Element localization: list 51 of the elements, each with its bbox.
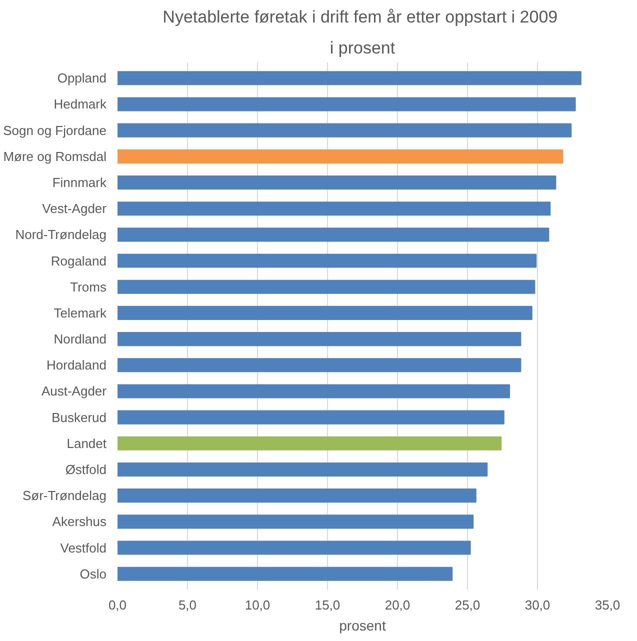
x-tick-label: 35,0 <box>594 598 620 612</box>
x-axis-title: prosent <box>339 618 386 634</box>
y-tick-label: Oppland <box>57 70 107 86</box>
bar <box>118 566 453 581</box>
bar <box>118 488 476 503</box>
bar <box>118 540 471 555</box>
bar <box>118 228 550 242</box>
bar <box>118 254 537 268</box>
x-tick-label: 20,0 <box>384 598 410 612</box>
y-tick-label: Buskerud <box>52 410 106 425</box>
bar <box>118 436 502 450</box>
bar <box>118 71 582 86</box>
y-tick-label: Akershus <box>52 514 107 530</box>
y-tick-label: Sør-Trøndelag <box>22 488 107 504</box>
y-tick-label: Vest-Agder <box>42 201 108 216</box>
bar <box>118 306 532 320</box>
y-tick-label: Møre og Romsdal <box>3 148 107 164</box>
bar <box>118 410 504 424</box>
y-tick-label: Oslo <box>80 566 107 582</box>
bar <box>118 384 510 398</box>
bar <box>118 514 474 529</box>
y-tick-label: Sogn og Fjordane <box>3 122 107 138</box>
y-tick-label: Nordland <box>54 332 107 347</box>
bar <box>118 202 551 216</box>
y-tick-label: Østfold <box>65 462 107 477</box>
y-tick-label: Telemark <box>54 305 107 320</box>
x-tick-label: 0,0 <box>108 598 127 612</box>
x-tick-label: 25,0 <box>454 598 480 612</box>
x-tick-label: 5,0 <box>178 598 197 612</box>
bar <box>118 280 536 294</box>
chart-subtitle: i prosent <box>330 38 396 58</box>
bar <box>118 97 576 112</box>
y-tick-label: Aust-Agder <box>41 384 108 399</box>
y-tick-label: Nord-Trøndelag <box>15 227 107 242</box>
y-tick-label: Troms <box>70 279 107 294</box>
y-tick-label: Landet <box>66 436 107 451</box>
bar <box>118 175 556 190</box>
bar <box>118 358 522 372</box>
bar <box>118 123 572 138</box>
y-tick-label: Finnmark <box>52 175 107 190</box>
y-tick-label: Rogaland <box>50 253 106 268</box>
bar <box>118 462 488 477</box>
y-tick-label: Hordaland <box>46 358 107 373</box>
x-tick-label: 30,0 <box>524 598 550 612</box>
bar <box>118 332 522 346</box>
y-tick-label: Hedmark <box>54 96 107 112</box>
bar <box>118 149 564 164</box>
x-tick-label: 10,0 <box>244 598 270 612</box>
chart-title: Nyetablerte føretak i drift fem år etter oppstart i 2009 <box>162 8 558 26</box>
x-tick-label: 15,0 <box>314 598 340 612</box>
y-tick-label: Vestfold <box>60 540 107 556</box>
